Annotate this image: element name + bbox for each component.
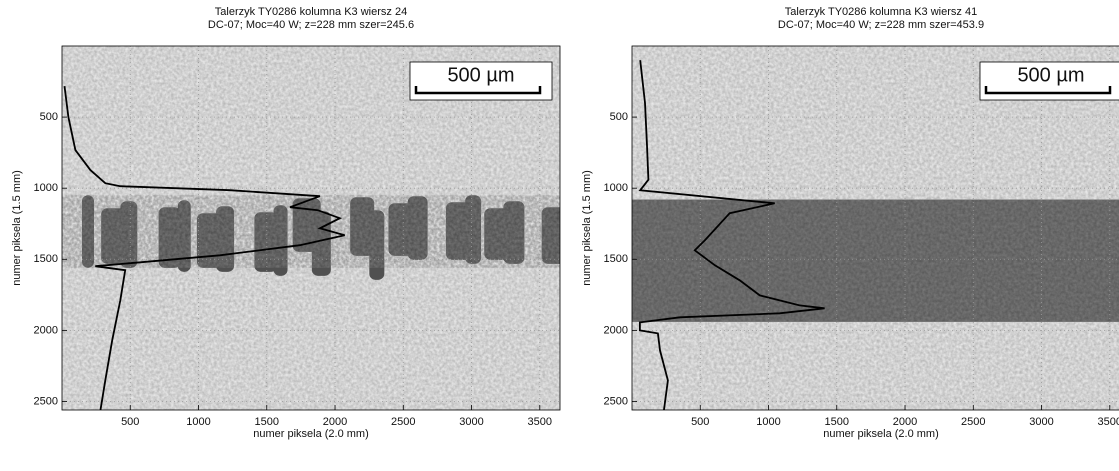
x-tick-label: 500 (121, 416, 139, 428)
x-tick-label: 2500 (961, 416, 985, 428)
profile-line (63, 85, 345, 410)
x-tick-label: 1000 (186, 416, 210, 428)
y-axis-label: numer piksela (1.5 mm) (581, 170, 593, 286)
y-tick-label: 2500 (604, 395, 628, 407)
y-tick-label: 2500 (34, 395, 58, 407)
y-tick-label: 1000 (34, 182, 58, 194)
x-tick-label: 1500 (825, 416, 849, 428)
x-tick-label: 2000 (323, 416, 347, 428)
x-tick-label: 500 (691, 416, 709, 428)
x-tick-label: 1000 (756, 416, 780, 428)
chart-subtitle: DC-07; Moc=40 W; z=228 mm szer=245.6 (208, 19, 414, 31)
deposit-patch (561, 200, 578, 268)
x-tick-label: 1500 (255, 416, 279, 428)
x-tick-label: 3500 (1098, 416, 1119, 428)
deposit-texture (62, 195, 560, 268)
y-tick-label: 1500 (34, 253, 58, 265)
x-tick-label: 2500 (391, 416, 415, 428)
y-axis-label: numer piksela (1.5 mm) (11, 170, 23, 286)
y-tick-label: 1500 (604, 253, 628, 265)
axes-frame (61, 45, 561, 411)
chart-subtitle: DC-07; Moc=40 W; z=228 mm szer=453.9 (778, 19, 984, 31)
y-tick-label: 2000 (604, 324, 628, 336)
y-tick-label: 2000 (34, 324, 58, 336)
y-tick-label: 1000 (604, 182, 628, 194)
profile-line (638, 60, 825, 410)
plot-area (62, 46, 578, 410)
plot-area (632, 46, 1119, 410)
x-axis-label: numer piksela (2.0 mm) (253, 428, 369, 440)
scale-bar (984, 86, 1112, 95)
y-tick-label: 500 (610, 111, 628, 123)
deposit-texture (632, 199, 1119, 322)
x-tick-label: 3000 (459, 416, 483, 428)
y-tick-label: 500 (40, 111, 58, 123)
x-axis-label: numer piksela (2.0 mm) (823, 428, 939, 440)
axes-frame (631, 45, 1119, 411)
scale-bar-label: 500 µm (1017, 64, 1084, 86)
scale-bar-label: 500 µm (447, 64, 514, 86)
chart-title: Talerzyk TY0286 kolumna K3 wiersz 41 (785, 6, 977, 18)
scale-bar (414, 86, 542, 95)
x-tick-label: 2000 (893, 416, 917, 428)
x-tick-label: 3500 (528, 416, 552, 428)
chart-title: Talerzyk TY0286 kolumna K3 wiersz 24 (215, 6, 407, 18)
x-tick-label: 3000 (1029, 416, 1053, 428)
